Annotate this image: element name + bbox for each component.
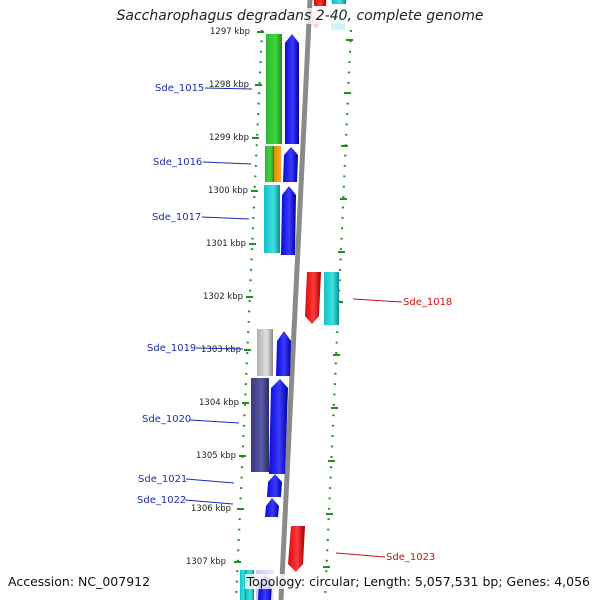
cds-arrow-1019 [276,331,291,376]
gene-label-forward: Sde_1022 [137,495,186,506]
cds-arrow-1022 [265,498,279,517]
cog-top-cyan [332,0,346,4]
kbp-label: 1305 kbp [196,451,236,461]
genome-summary-text: Topology: circular; Length: 5,057,531 bp… [244,574,592,589]
cog-block-1015 [266,34,282,144]
reverse-gene-labels: Sde_1018 Sde_1023 [335,297,452,563]
cog-block-1019 [257,329,273,376]
cog-block-1020 [251,378,269,472]
cog-block-1016b [274,146,281,182]
kbp-label: 1303 kbp [201,345,241,355]
cds-arrow-1020 [269,379,288,474]
outer-tick-ring-left [234,29,264,600]
kbp-label: 1301 kbp [206,239,246,249]
cds-arrow-1015 [285,34,299,144]
major-ticks [234,31,353,568]
gene-label-forward: Sde_1017 [152,212,201,223]
gene-label-reverse: Sde_1023 [386,552,435,563]
gene-label-forward: Sde_1015 [155,83,204,94]
cds-arrow-1023 [288,526,305,572]
gene-label-forward: Sde_1021 [138,474,187,485]
cog-blocks-forward [240,34,282,600]
kbp-label: 1304 kbp [199,398,239,408]
forward-gene-labels: Sde_1015 Sde_1016 Sde_1017 Sde_1019 Sde_… [137,83,253,506]
cds-arrow-1016 [283,147,298,182]
cds-top-red [314,0,326,6]
gene-label-forward: Sde_1016 [153,157,202,168]
cog-block-1016a [265,146,274,182]
kbp-label: 1302 kbp [203,292,243,302]
cds-arrow-1021 [267,474,282,497]
gene-label-forward: Sde_1019 [147,343,196,354]
kbp-label: 1298 kbp [209,80,249,90]
gene-label-reverse: Sde_1018 [403,297,452,308]
kbp-label: 1297 kbp [210,27,250,37]
kbp-label: 1307 kbp [186,557,226,567]
gene-label-forward: Sde_1020 [142,414,191,425]
kbp-label: 1300 kbp [208,186,248,196]
accession-text: Accession: NC_007912 [6,574,153,589]
outer-tick-ring-right [323,29,353,600]
genome-backbone [278,0,313,600]
cds-arrow-1017 [281,186,296,255]
map-title: Saccharophagus degradans 2-40, complete … [0,8,600,24]
cds-arrow-1018 [305,272,321,324]
kbp-tick-labels: 1297 kbp 1298 kbp 1299 kbp 1300 kbp 1301… [186,27,250,567]
kbp-label: 1306 kbp [191,504,231,514]
cog-block-1017 [264,185,280,253]
cog-block-1018 [324,272,339,325]
kbp-label: 1299 kbp [209,133,249,143]
cog-block-bottom-a [240,570,246,600]
